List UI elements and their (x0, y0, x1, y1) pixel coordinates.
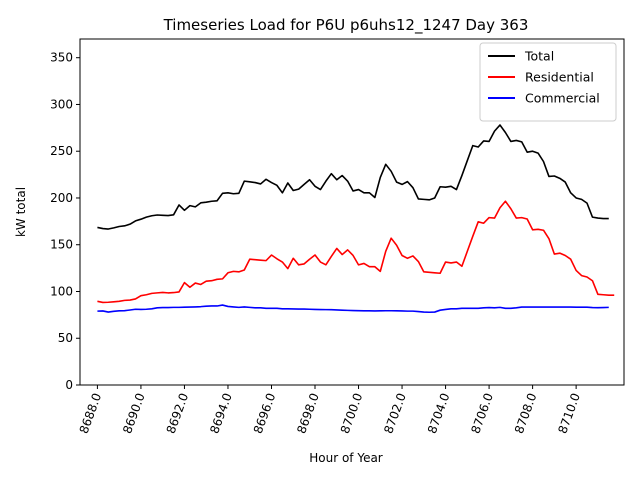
series-line-commercial (97, 304, 609, 314)
series-line-residential (97, 200, 615, 304)
y-tick-label: 200 (50, 191, 73, 205)
y-tick-label: 250 (50, 144, 73, 158)
y-tick-label: 300 (50, 97, 73, 111)
legend-label-commercial: Commercial (525, 91, 600, 106)
y-tick-label: 0 (65, 378, 73, 392)
y-tick-label: 150 (50, 238, 73, 252)
y-tick-label: 50 (58, 331, 73, 345)
y-tick-label: 100 (50, 284, 73, 298)
y-tick-label: 350 (50, 51, 73, 65)
plot-area (97, 124, 615, 314)
legend: Total Residential Commercial (479, 42, 617, 122)
legend-box (479, 42, 617, 122)
legend-label-residential: Residential (525, 70, 594, 85)
legend-label-total: Total (524, 49, 554, 64)
chart-title: Timeseries Load for P6U p6uhs12_1247 Day… (163, 16, 529, 35)
y-axis-label: kW total (14, 187, 28, 237)
axes-frame (79, 38, 625, 386)
x-axis-label: Hour of Year (309, 451, 383, 465)
series-line-total (97, 124, 609, 230)
